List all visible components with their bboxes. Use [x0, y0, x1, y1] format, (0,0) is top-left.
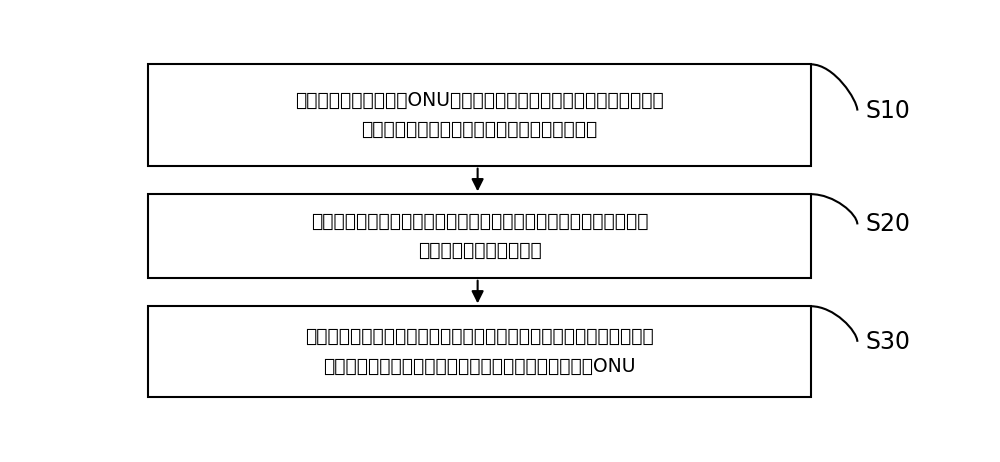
Text: 当收到逻辑切片对应的ONU发送的组播加入请求时，将所述组播加入请
求转发至所述逻辑切片对应的多个内容提供平台: 当收到逻辑切片对应的ONU发送的组播加入请求时，将所述组播加入请 求转发至所述逻… [295, 91, 664, 139]
Text: 当收到目标内容提供平台基于所述组播加入请求下发的组播数据流时，
基于所述组播转发表项，将所述组播数据流发送至所述ONU: 当收到目标内容提供平台基于所述组播加入请求下发的组播数据流时， 基于所述组播转发… [305, 328, 654, 376]
Bar [148, 194, 811, 278]
Bar [148, 306, 811, 397]
Text: S20: S20 [865, 213, 910, 237]
Bar [148, 64, 811, 166]
Text: S30: S30 [865, 330, 910, 354]
Text: S10: S10 [865, 98, 910, 122]
Text: 基于所述组播加入请求，分别操作所述多个内容提供平台对应的多个
物理切片的组播转发表项: 基于所述组播加入请求，分别操作所述多个内容提供平台对应的多个 物理切片的组播转发… [311, 212, 648, 260]
